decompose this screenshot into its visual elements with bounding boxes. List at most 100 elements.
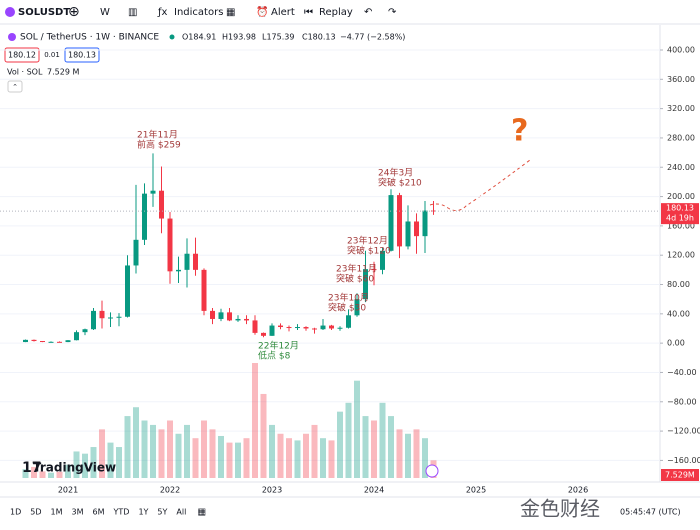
period-button[interactable]: 1D [10,508,21,517]
period-button[interactable]: YTD [113,508,130,517]
chart-type[interactable]: ▥ [128,7,137,18]
interval[interactable]: W [100,7,110,18]
candle-body [142,193,147,240]
candle-body [278,325,283,328]
y-tick-label: 160.00 [667,221,695,230]
indicators[interactable]: Indicators [174,7,223,18]
period-button[interactable]: 3M [72,508,84,517]
indicators-icon[interactable]: ƒx [157,7,168,18]
candle-body [167,218,173,272]
volume-bar [175,433,182,478]
volume-bar [73,451,80,478]
candle-body [244,318,249,321]
ask[interactable]: 180.13 [68,51,96,60]
collapse-icon[interactable]: ⌃ [12,83,18,91]
replay[interactable]: Replay [319,7,353,18]
volume-bar [354,380,360,478]
volume-bar [388,416,394,478]
collapse-button[interactable] [7,80,23,93]
candle-body [354,299,360,316]
replay-icon[interactable]: ⏮ [304,7,313,18]
volume-bar [320,438,326,478]
events-icon[interactable] [425,464,439,478]
candle-body [286,327,292,329]
volume-bar [362,416,369,478]
volume-bar [31,466,37,478]
toolbar [0,0,700,24]
period-button[interactable]: 5Y [157,508,167,517]
candle-body [184,253,190,270]
alert[interactable]: Alert [271,7,295,18]
annotation: 23年11月 [336,263,377,275]
bid-box[interactable] [4,47,40,63]
period-button[interactable]: All [176,508,186,517]
annotation: 前高 $259 [137,139,181,151]
spread: 0.01 [44,51,60,59]
candle-body [116,316,122,318]
period-button[interactable]: 1Y [138,508,148,517]
volume-title: Vol · SOL [7,68,43,77]
period-button[interactable]: 6M [93,508,105,517]
volume-bar [192,438,199,478]
annotation: 22年12月 [258,340,299,352]
candle-body [159,190,164,219]
ask-box[interactable] [64,47,100,63]
candle-body [91,310,96,330]
candle-body [227,312,232,321]
annotation: 低点 $8 [258,350,291,362]
alert-icon[interactable]: ⏰ [256,5,268,18]
volume-bar [184,424,190,478]
annotation: 24年3月 [378,167,413,179]
layouts[interactable]: ▦ [226,7,235,18]
volume-bar [396,429,403,478]
candle-body [329,325,334,329]
volume-bar [252,363,258,478]
candle-body [295,327,300,329]
period-button[interactable]: 5D [30,508,41,517]
candle-body [320,325,326,330]
calendar-icon[interactable]: ▦ [197,508,206,518]
legend-open: O184.91 [182,33,216,42]
y-tick-label: −40.00 [667,368,697,377]
volume-value: 7.529 M [47,68,79,77]
candle-body [431,210,436,212]
candle-body [269,325,275,336]
candle-body [176,269,181,272]
volume-bar [22,469,29,478]
volume-bar [133,407,139,478]
y-tick-label: 360.00 [667,75,695,84]
brand-logo: 𝟭𝟳 [22,460,41,476]
volume-bar [56,471,63,478]
candle-body [218,312,224,319]
y-tick-label: 0.00 [667,339,685,348]
candle-body [40,341,45,343]
y-tick-label: 40.00 [667,309,690,318]
symbol-icon [5,7,15,17]
bid[interactable]: 180.12 [8,51,36,60]
legend-icon [8,33,16,41]
volume-bar [371,420,377,478]
price-tag-box [661,203,699,225]
price-countdown: 4d 19h [666,214,694,223]
volume-bar [39,471,46,478]
annotation: 23年12月 [347,235,388,247]
y-tick-label: 80.00 [667,280,690,289]
y-tick-label: 120.00 [667,251,695,260]
y-tick-label: −80.00 [667,397,697,406]
candle-body [210,310,215,319]
volume-bar [277,433,284,478]
candle-body [380,250,385,270]
legend-change: −4.77 (−2.58%) [340,33,405,42]
undo[interactable]: ↶ [364,7,372,18]
symbol[interactable]: SOLUSDT [18,7,70,18]
annotation: 21年11月 [137,129,178,141]
y-tick-label: 400.00 [667,45,695,54]
volume-bar [260,393,267,478]
period-button[interactable]: 1M [51,508,63,517]
candle-body [312,328,317,330]
add-symbol[interactable]: ⊕ [68,4,80,20]
candle-body [363,269,368,300]
legend-low: L175.39 [262,33,294,42]
redo[interactable]: ↷ [388,7,397,18]
